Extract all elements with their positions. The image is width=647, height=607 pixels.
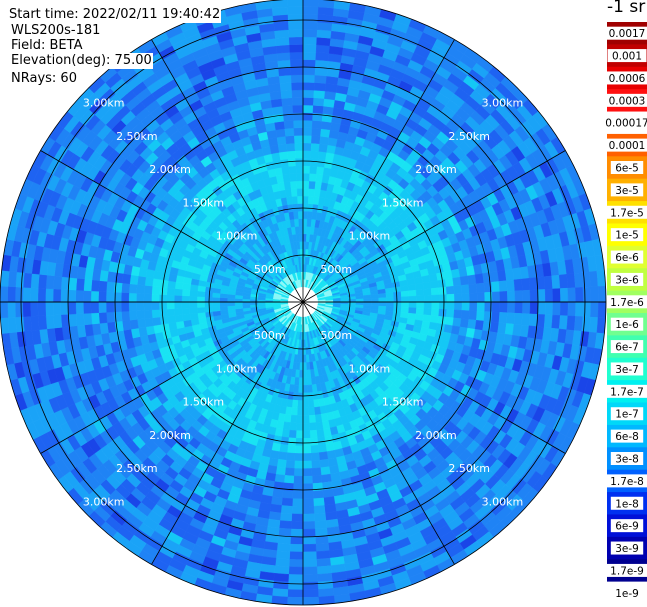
colorbar-label: 0.0001 (609, 140, 646, 152)
colorbar-label: 6e-7 (615, 342, 639, 354)
radar-cells (0, 0, 607, 606)
colorbar-label: 6e-9 (615, 521, 639, 533)
colorbar-label: 0.0017 (609, 28, 646, 40)
colorbar-label: 0.001 (612, 51, 642, 63)
colorbar-label: 0.0006 (609, 73, 646, 85)
start-time-label: Start time: 2022/02/11 19:40:42 (8, 7, 222, 23)
colorbar-label: 1e-8 (615, 498, 639, 510)
colorbar-label: 1e-9 (615, 588, 639, 600)
colorbar-label: 1.7e-6 (610, 297, 644, 309)
colorbar-label: 0.00017 (605, 118, 647, 130)
colorbar-label: 0.0003 (609, 95, 646, 107)
colorbar-label: 3e-9 (615, 543, 639, 555)
colorbar-label: 6e-6 (615, 252, 639, 264)
colorbar-label: 1e-5 (615, 230, 639, 242)
field-label: Field: BETA (10, 38, 84, 54)
colorbar-label: 3e-7 (615, 364, 639, 376)
colorbar-label: 3e-5 (615, 185, 639, 197)
colorbar-label: 3e-6 (615, 274, 639, 286)
colorbar-unit-label: -1 sr (607, 0, 646, 17)
colorbar-label: 6e-8 (615, 431, 639, 443)
colorbar-label: 1.7e-8 (610, 476, 644, 488)
elevation-label: Elevation(deg): 75.00 (10, 53, 153, 69)
colorbar-label: 6e-5 (615, 163, 639, 175)
colorbar-label: 1e-6 (615, 319, 639, 331)
colorbar-label: 1.7e-7 (610, 386, 644, 398)
nrays-label: NRays: 60 (10, 71, 78, 87)
site-label: WLS200s-181 (10, 23, 102, 39)
colorbar-label: 1e-7 (615, 409, 639, 421)
colorbar-label: 1.7e-5 (610, 207, 644, 219)
colorbar-label: 1.7e-9 (610, 565, 644, 577)
colorbar-label: 3e-8 (615, 454, 639, 466)
